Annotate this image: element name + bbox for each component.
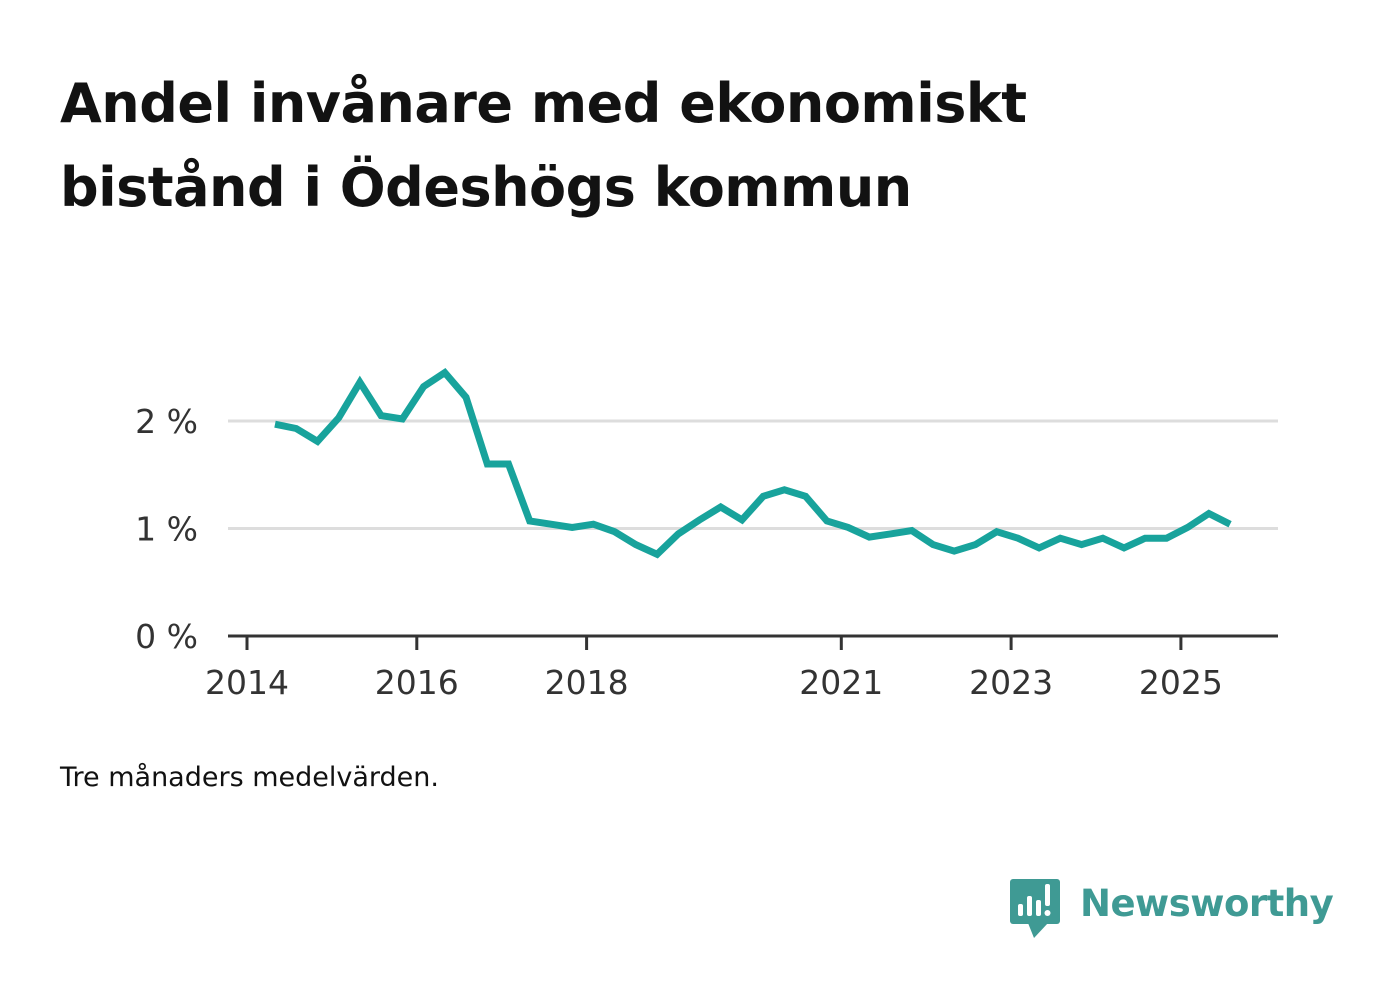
chart-footnote: Tre månaders medelvärden.: [60, 762, 439, 793]
series-layer: [274, 367, 1232, 559]
x-tick-label: 2014: [205, 663, 289, 702]
y-tick-label: 0 %: [135, 617, 198, 656]
x-tick-label: 2025: [1139, 663, 1223, 702]
y-tick-label: 2 %: [135, 402, 198, 441]
x-tick-label: 2021: [799, 663, 883, 702]
x-tick-label: 2016: [375, 663, 459, 702]
x-tick-label: 2023: [969, 663, 1053, 702]
brand-logo: Newsworthy: [1010, 876, 1334, 940]
axes: 0 % 1 % 2 % 2014 2016 2018 2021 2023 2025: [135, 402, 1278, 702]
x-tick-label: 2018: [545, 663, 629, 702]
series-line: [274, 367, 1232, 559]
newsworthy-logo-icon: [1010, 879, 1060, 938]
y-tick-label: 1 %: [135, 510, 198, 549]
brand-name: Newsworthy: [1080, 882, 1334, 925]
page-title: Andel invånare med ekonomiskt bistånd i …: [60, 72, 1027, 219]
